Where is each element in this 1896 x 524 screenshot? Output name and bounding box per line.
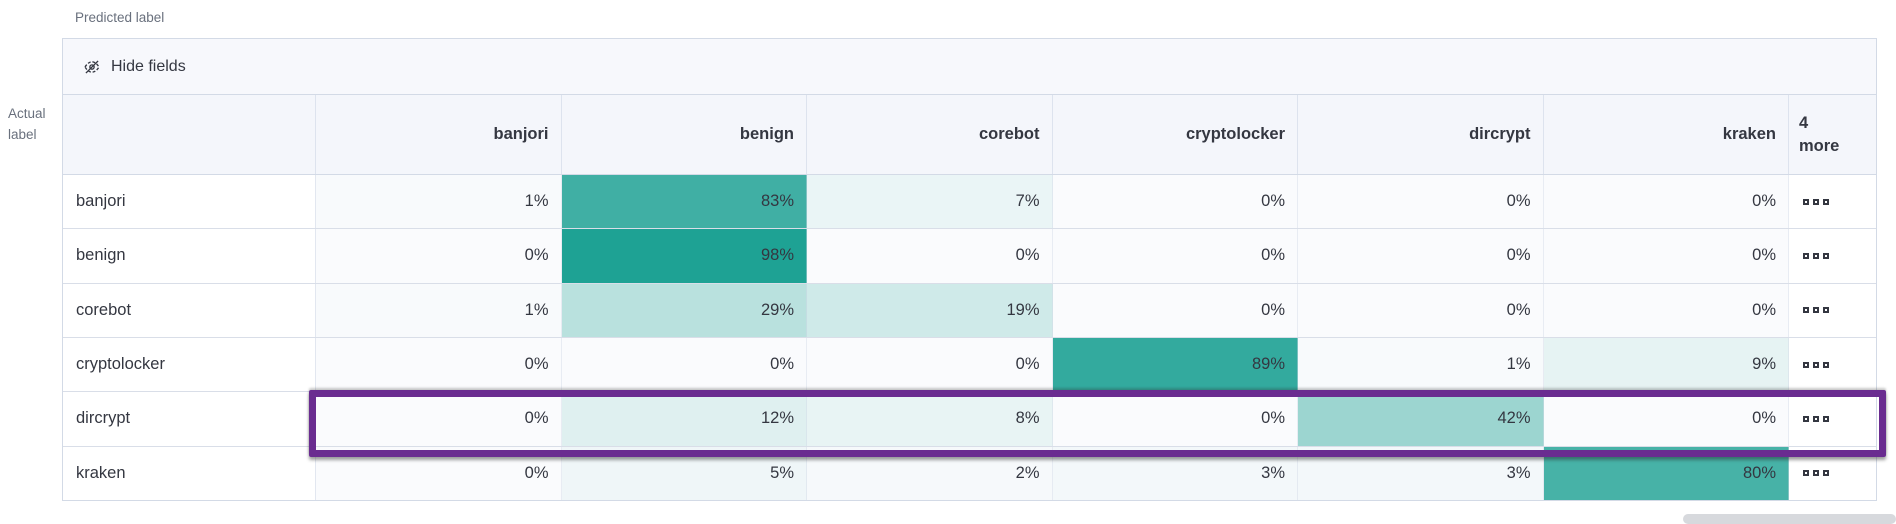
matrix-cell-banjori-kraken: 0%	[1543, 175, 1789, 229]
column-header-cryptolocker[interactable]: cryptolocker	[1053, 95, 1298, 174]
matrix-cell-banjori-cryptolocker: 0%	[1052, 175, 1298, 229]
boxes-horizontal-icon	[1813, 198, 1819, 205]
column-header-corebot[interactable]: corebot	[807, 95, 1053, 174]
matrix-cell-benign-banjori: 0%	[316, 229, 562, 283]
column-header-banjori[interactable]: banjori	[316, 95, 562, 174]
matrix-cell-cryptolocker-corebot: 0%	[807, 337, 1053, 392]
column-header-more[interactable]: 4 more	[1789, 95, 1876, 174]
matrix-cell-kraken-corebot: 2%	[807, 446, 1053, 500]
actual-axis-label-line2: label	[8, 127, 37, 142]
matrix-cell-cryptolocker-benign: 0%	[561, 337, 807, 392]
matrix-cell-benign-corebot: 0%	[807, 229, 1053, 283]
row-label-kraken: kraken	[63, 446, 316, 500]
row-more-actions-button[interactable]	[1789, 392, 1876, 446]
matrix-cell-corebot-cryptolocker: 0%	[1052, 283, 1298, 337]
hide-fields-button[interactable]: Hide fields	[83, 58, 186, 76]
more-columns-count: 4	[1799, 113, 1809, 132]
matrix-row-cryptolocker: cryptolocker 0% 0% 0% 89% 1% 9%	[63, 337, 1876, 393]
column-header-row: banjori benign corebot cryptolocker dircrypt…	[63, 95, 1876, 175]
boxes-horizontal-icon	[1813, 470, 1819, 477]
matrix-cell-cryptolocker-banjori: 0%	[316, 337, 562, 392]
confusion-matrix-panel: Hide fields banjori benign corebot cryptolo…	[62, 38, 1877, 501]
matrix-cell-dircrypt-kraken: 0%	[1543, 392, 1789, 446]
matrix-cell-corebot-kraken: 0%	[1543, 283, 1789, 337]
matrix-cell-kraken-benign: 5%	[561, 446, 807, 500]
matrix-cell-corebot-dircrypt: 0%	[1298, 283, 1544, 337]
row-more-actions-button[interactable]	[1789, 175, 1876, 229]
matrix-cell-cryptolocker-cryptolocker: 89%	[1052, 337, 1298, 392]
actual-axis-label: Actual label	[8, 103, 46, 145]
predicted-axis-label: Predicted label	[75, 10, 165, 25]
boxes-horizontal-icon	[1803, 415, 1809, 422]
hide-fields-label: Hide fields	[111, 57, 186, 75]
more-columns-label: more	[1799, 136, 1840, 155]
row-label-dircrypt: dircrypt	[63, 392, 316, 446]
row-label-benign: benign	[63, 229, 316, 283]
row-more-actions-button[interactable]	[1789, 229, 1876, 283]
column-header-kraken[interactable]: kraken	[1544, 95, 1789, 174]
boxes-horizontal-icon	[1823, 307, 1829, 314]
matrix-cell-banjori-benign: 83%	[561, 175, 807, 229]
matrix-cell-dircrypt-dircrypt: 42%	[1298, 392, 1544, 446]
boxes-horizontal-icon	[1803, 252, 1809, 259]
eye-closed-icon	[83, 58, 101, 76]
corner-header-cell	[63, 95, 316, 174]
column-header-benign[interactable]: benign	[562, 95, 807, 174]
actual-axis-label-line1: Actual	[8, 106, 46, 121]
boxes-horizontal-icon	[1813, 361, 1819, 368]
matrix-cell-banjori-corebot: 7%	[807, 175, 1053, 229]
matrix-cell-benign-benign: 98%	[561, 229, 807, 283]
grid-toolbar: Hide fields	[63, 39, 1876, 95]
matrix-cell-dircrypt-benign: 12%	[561, 392, 807, 446]
boxes-horizontal-icon	[1803, 307, 1809, 314]
matrix-cell-banjori-banjori: 1%	[316, 175, 562, 229]
boxes-horizontal-icon	[1823, 252, 1829, 259]
matrix-cell-benign-cryptolocker: 0%	[1052, 229, 1298, 283]
boxes-horizontal-icon	[1803, 470, 1809, 477]
row-more-actions-button[interactable]	[1789, 337, 1876, 392]
boxes-horizontal-icon	[1823, 198, 1829, 205]
matrix-cell-kraken-cryptolocker: 3%	[1052, 446, 1298, 500]
matrix-cell-dircrypt-banjori: 0%	[316, 392, 562, 446]
matrix-cell-cryptolocker-kraken: 9%	[1543, 337, 1789, 392]
matrix-row-dircrypt: dircrypt 0% 12% 8% 0% 42% 0%	[63, 392, 1876, 447]
matrix-cell-benign-kraken: 0%	[1543, 229, 1789, 283]
boxes-horizontal-icon	[1813, 415, 1819, 422]
column-header-dircrypt[interactable]: dircrypt	[1298, 95, 1544, 174]
matrix-cell-kraken-kraken: 80%	[1543, 446, 1789, 500]
boxes-horizontal-icon	[1813, 252, 1819, 259]
boxes-horizontal-icon	[1823, 470, 1829, 477]
boxes-horizontal-icon	[1803, 361, 1809, 368]
matrix-row-banjori: banjori 1% 83% 7% 0% 0% 0%	[63, 175, 1876, 230]
boxes-horizontal-icon	[1823, 361, 1829, 368]
boxes-horizontal-icon	[1813, 307, 1819, 314]
row-more-actions-button[interactable]	[1789, 283, 1876, 337]
boxes-horizontal-icon	[1803, 198, 1809, 205]
matrix-cell-kraken-banjori: 0%	[316, 446, 562, 500]
matrix-row-corebot: corebot 1% 29% 19% 0% 0% 0%	[63, 283, 1876, 338]
row-label-corebot: corebot	[63, 283, 316, 337]
boxes-horizontal-icon	[1823, 415, 1829, 422]
matrix-cell-kraken-dircrypt: 3%	[1298, 446, 1544, 500]
matrix-cell-corebot-benign: 29%	[561, 283, 807, 337]
matrix-cell-corebot-corebot: 19%	[807, 283, 1053, 337]
matrix-cell-dircrypt-cryptolocker: 0%	[1052, 392, 1298, 446]
row-more-actions-button[interactable]	[1789, 446, 1876, 500]
matrix-row-kraken: kraken 0% 5% 2% 3% 3% 80%	[63, 446, 1876, 500]
matrix-cell-corebot-banjori: 1%	[316, 283, 562, 337]
matrix-cell-benign-dircrypt: 0%	[1298, 229, 1544, 283]
row-label-banjori: banjori	[63, 175, 316, 229]
matrix-row-benign: benign 0% 98% 0% 0% 0% 0%	[63, 229, 1876, 284]
row-label-cryptolocker: cryptolocker	[63, 337, 316, 392]
matrix-cell-banjori-dircrypt: 0%	[1298, 175, 1544, 229]
matrix-rows: banjori 1% 83% 7% 0% 0% 0% benign 0% 98% 0% 0% 0% 0% c…	[63, 175, 1876, 500]
matrix-cell-dircrypt-corebot: 8%	[807, 392, 1053, 446]
matrix-cell-cryptolocker-dircrypt: 1%	[1298, 337, 1544, 392]
horizontal-scrollbar-thumb[interactable]	[1683, 514, 1896, 524]
